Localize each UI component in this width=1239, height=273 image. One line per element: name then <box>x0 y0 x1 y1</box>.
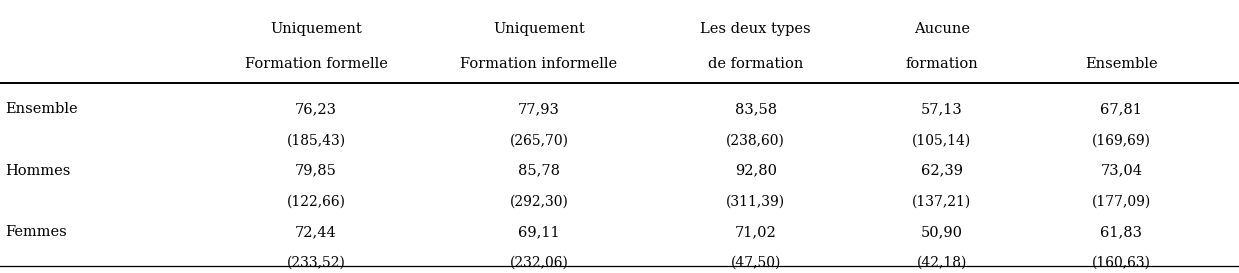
Text: 73,04: 73,04 <box>1100 164 1142 178</box>
Text: (122,66): (122,66) <box>286 195 346 209</box>
Text: (185,43): (185,43) <box>286 133 346 148</box>
Text: (47,50): (47,50) <box>731 256 781 270</box>
Text: (238,60): (238,60) <box>726 133 786 148</box>
Text: (292,30): (292,30) <box>509 195 569 209</box>
Text: de formation: de formation <box>709 57 803 71</box>
Text: Uniquement: Uniquement <box>270 22 362 36</box>
Text: (160,63): (160,63) <box>1092 256 1151 270</box>
Text: Ensemble: Ensemble <box>1085 57 1157 71</box>
Text: 85,78: 85,78 <box>518 164 560 178</box>
Text: 50,90: 50,90 <box>921 225 963 239</box>
Text: Ensemble: Ensemble <box>5 102 78 116</box>
Text: Formation formelle: Formation formelle <box>244 57 388 71</box>
Text: 57,13: 57,13 <box>921 102 963 116</box>
Text: (177,09): (177,09) <box>1092 195 1151 209</box>
Text: (232,06): (232,06) <box>509 256 569 270</box>
Text: (311,39): (311,39) <box>726 195 786 209</box>
Text: 83,58: 83,58 <box>735 102 777 116</box>
Text: 77,93: 77,93 <box>518 102 560 116</box>
Text: Aucune: Aucune <box>913 22 970 36</box>
Text: Uniquement: Uniquement <box>493 22 585 36</box>
Text: (169,69): (169,69) <box>1092 133 1151 148</box>
Text: (233,52): (233,52) <box>286 256 346 270</box>
Text: 76,23: 76,23 <box>295 102 337 116</box>
Text: Les deux types: Les deux types <box>700 22 812 36</box>
Text: 79,85: 79,85 <box>295 164 337 178</box>
Text: 61,83: 61,83 <box>1100 225 1142 239</box>
Text: (137,21): (137,21) <box>912 195 971 209</box>
Text: (265,70): (265,70) <box>509 133 569 148</box>
Text: (42,18): (42,18) <box>917 256 966 270</box>
Text: 71,02: 71,02 <box>735 225 777 239</box>
Text: Hommes: Hommes <box>5 164 71 178</box>
Text: Femmes: Femmes <box>5 225 67 239</box>
Text: 69,11: 69,11 <box>518 225 560 239</box>
Text: 62,39: 62,39 <box>921 164 963 178</box>
Text: (105,14): (105,14) <box>912 133 971 148</box>
Text: 72,44: 72,44 <box>295 225 337 239</box>
Text: Formation informelle: Formation informelle <box>461 57 617 71</box>
Text: 67,81: 67,81 <box>1100 102 1142 116</box>
Text: 92,80: 92,80 <box>735 164 777 178</box>
Text: formation: formation <box>906 57 978 71</box>
